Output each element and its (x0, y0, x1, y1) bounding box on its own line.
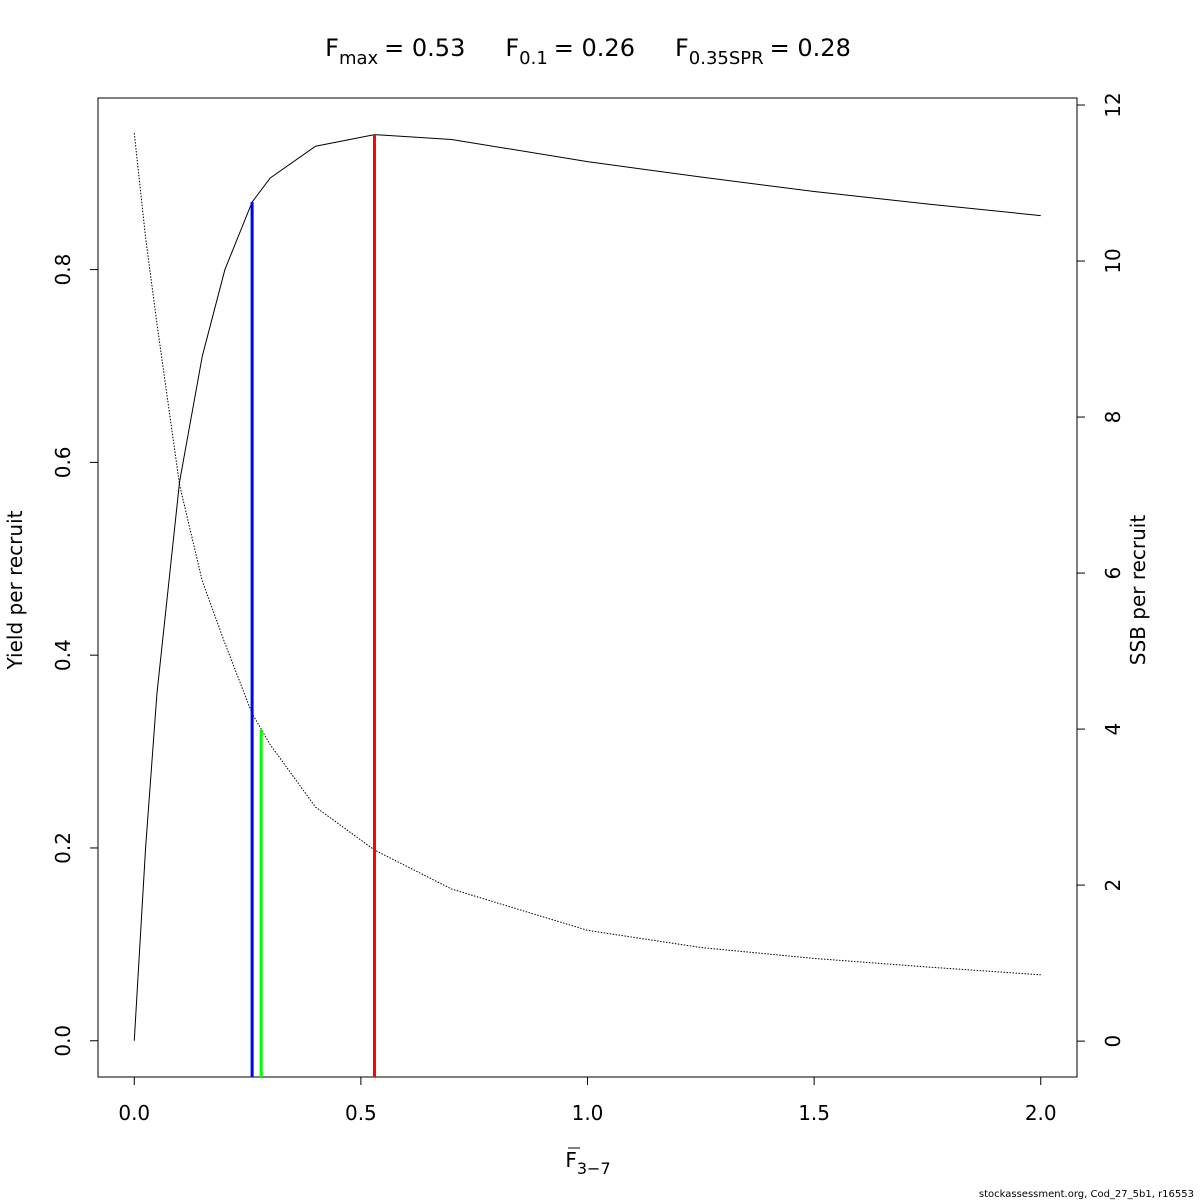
y2-tick-label: 12 (1101, 92, 1125, 117)
x-label-subscript: 3−7 (577, 1159, 611, 1178)
x-label-symbol: F (565, 1148, 577, 1172)
y2-tick-label: 6 (1101, 567, 1125, 580)
title-symbol: F (325, 34, 339, 62)
x-tick-label: 1.0 (572, 1101, 604, 1125)
footer: stockassessment.org, Cod_27_5b1, r16553 (979, 1189, 1194, 1200)
chart-title: Fmax = 0.53 F0.1 = 0.26 F0.35SPR = 0.28 (325, 34, 851, 69)
y-tick-label: 0.6 (51, 446, 75, 478)
title-symbol: F (675, 34, 689, 62)
title-value: = 0.28 (770, 34, 851, 62)
x-tick-label: 0.5 (345, 1101, 377, 1125)
y2-tick-label: 10 (1101, 248, 1125, 273)
y-axis-label: Yield per recruit (3, 510, 27, 670)
title-value: = 0.26 (554, 34, 635, 62)
x-axis-label: F3−7 (565, 1148, 610, 1178)
y2-tick-label: 4 (1101, 723, 1125, 736)
x-tick-label: 1.5 (798, 1101, 830, 1125)
title-symbol: F (505, 34, 519, 62)
series-line (133, 133, 1041, 976)
x-tick-label: 2.0 (1025, 1101, 1057, 1125)
y2-axis-label: SSB per recruit (1126, 515, 1150, 666)
y2-tick-label: 2 (1101, 879, 1125, 892)
title-subscript: 0.35SPR (689, 48, 764, 69)
y-tick-label: 0.0 (51, 1025, 75, 1057)
y2-tick-label: 0 (1101, 1035, 1125, 1048)
y2-tick-label: 8 (1101, 411, 1125, 424)
title-value: = 0.53 (384, 34, 465, 62)
series-line (133, 134, 1041, 1041)
title-subscript: 0.1 (519, 48, 548, 69)
y-tick-label: 0.4 (51, 639, 75, 671)
y-tick-label: 0.2 (51, 832, 75, 864)
y-tick-label: 0.8 (51, 254, 75, 286)
title-subscript: max (339, 48, 379, 69)
x-tick-label: 0.0 (118, 1101, 150, 1125)
